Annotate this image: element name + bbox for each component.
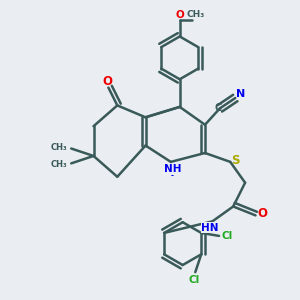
Text: HN: HN — [201, 223, 219, 233]
Text: S: S — [231, 154, 240, 167]
Text: N: N — [236, 89, 245, 99]
Text: O: O — [257, 207, 267, 220]
Text: Cl: Cl — [222, 231, 233, 241]
Text: O: O — [102, 74, 112, 88]
Text: Cl: Cl — [188, 274, 200, 285]
Text: C: C — [215, 103, 222, 113]
Text: NH: NH — [164, 164, 181, 174]
Text: CH₃: CH₃ — [50, 160, 67, 169]
Text: O: O — [175, 10, 184, 20]
Text: CH₃: CH₃ — [187, 10, 205, 19]
Text: CH₃: CH₃ — [50, 142, 67, 152]
